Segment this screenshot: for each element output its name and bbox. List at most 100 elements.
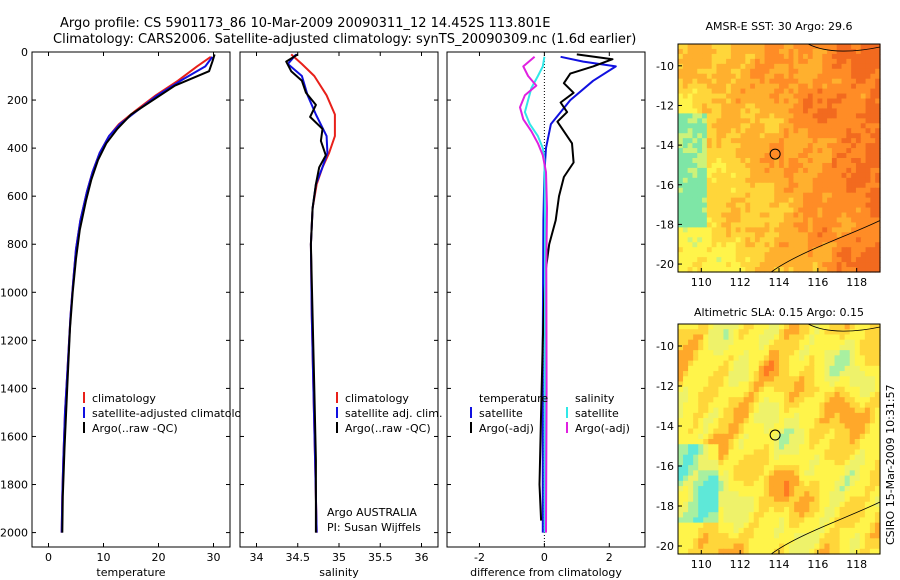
sla-map-cell bbox=[824, 454, 831, 461]
sst-map-cell bbox=[716, 88, 722, 95]
sst-map-cell bbox=[730, 262, 737, 268]
sst-map-cell bbox=[798, 58, 804, 65]
sla-map-cell bbox=[799, 486, 805, 492]
sst-map-cell bbox=[870, 153, 876, 159]
sla-map-cell bbox=[824, 428, 831, 435]
sla-map-cell bbox=[693, 449, 699, 456]
sla-map-cell bbox=[834, 486, 841, 492]
sla-map-cell bbox=[743, 512, 750, 519]
difference-series-satellite bbox=[541, 55, 617, 533]
sst-map-cell bbox=[678, 63, 684, 70]
sla-map-cell bbox=[839, 527, 846, 534]
sla-map-cell bbox=[748, 449, 755, 456]
sst-map-cell bbox=[803, 222, 809, 228]
sst-map-cell bbox=[716, 247, 722, 253]
sla-map-cell bbox=[733, 350, 740, 356]
sst-map-cell bbox=[803, 262, 809, 268]
sst-map-cell bbox=[831, 187, 838, 194]
sla-map-cell bbox=[874, 465, 881, 471]
sla-map-cell bbox=[779, 324, 785, 330]
sla-map-cell bbox=[733, 517, 740, 524]
sst-map-cell bbox=[865, 267, 871, 273]
sst-map-cell bbox=[745, 88, 751, 95]
sla-map-cell bbox=[864, 428, 871, 435]
sst-map-cell bbox=[822, 153, 828, 159]
sla-map-cell bbox=[844, 433, 851, 440]
sst-map-cell bbox=[711, 138, 718, 144]
sla-map-cell bbox=[743, 543, 750, 550]
sst-map-cell bbox=[803, 44, 809, 50]
sla-map-cell bbox=[738, 506, 745, 513]
sst-map-cell bbox=[855, 133, 862, 139]
sla-map-cell bbox=[779, 407, 785, 414]
sst-map-cell bbox=[803, 192, 809, 199]
sst-map-cell bbox=[730, 222, 737, 228]
sst-map-cell bbox=[851, 172, 857, 179]
sla-map-cell bbox=[688, 439, 694, 445]
sst-map-cell bbox=[774, 53, 780, 60]
sla-map-cell bbox=[839, 522, 846, 529]
sst-map-cell bbox=[851, 227, 857, 233]
sst-map-cell bbox=[745, 167, 751, 174]
sst-map-cell bbox=[865, 227, 871, 233]
sst-map-cell bbox=[682, 177, 689, 184]
sst-map-cell bbox=[827, 68, 833, 75]
sla-map-cell bbox=[854, 486, 861, 492]
sst-map-cell bbox=[740, 237, 746, 243]
sst-map-cell bbox=[841, 44, 847, 50]
sla-map-cell bbox=[693, 433, 699, 440]
sla-map-cell bbox=[809, 449, 815, 456]
sla-map-cell bbox=[874, 459, 881, 466]
sla-map-cell bbox=[758, 459, 765, 466]
sst-map-cell bbox=[745, 257, 751, 263]
sla-map-cell bbox=[703, 439, 709, 445]
sst-map-cell bbox=[692, 207, 698, 214]
sla-map-cell bbox=[819, 397, 826, 404]
sst-map-cell bbox=[726, 63, 732, 70]
sla-map-cell bbox=[688, 491, 694, 498]
sst-map-cell bbox=[774, 133, 780, 139]
sla-map-cell bbox=[829, 506, 836, 513]
sst-map-cell bbox=[706, 212, 713, 219]
sla-map-cell bbox=[723, 444, 730, 451]
sst-map-cell bbox=[774, 172, 780, 179]
sla-map-cell bbox=[748, 501, 755, 508]
sst-map-cell bbox=[779, 148, 785, 154]
sst-map-cell bbox=[783, 158, 790, 164]
sst-map-cell bbox=[692, 153, 698, 159]
sla-map-cell bbox=[688, 407, 694, 414]
sst-map-cell bbox=[706, 267, 713, 273]
sla-map-cell bbox=[688, 533, 694, 539]
sla-map-cell bbox=[844, 360, 851, 367]
sla-map-cell bbox=[693, 501, 699, 508]
sst-map-cell bbox=[702, 252, 708, 258]
sla-map-cell bbox=[743, 334, 750, 341]
sla-map-cell bbox=[698, 365, 704, 372]
sla-map-cell bbox=[698, 329, 704, 336]
sla-map-cell bbox=[743, 329, 750, 336]
sla-map-cell bbox=[864, 344, 871, 351]
sst-map-cell bbox=[730, 103, 737, 110]
sla-map-cell bbox=[688, 522, 694, 529]
sst-map-cell bbox=[740, 53, 746, 60]
sla-map-cell bbox=[758, 538, 765, 545]
sst-map-cell bbox=[812, 148, 819, 154]
sla-map-cell bbox=[809, 459, 815, 466]
sst-map-cell bbox=[812, 162, 819, 169]
sst-map-cell bbox=[865, 182, 871, 189]
sst-map-cell bbox=[692, 162, 698, 169]
sla-map-cell bbox=[698, 496, 704, 503]
sst-map-cell bbox=[774, 202, 780, 209]
sst-map-cell bbox=[750, 237, 756, 243]
sst-map-cell bbox=[692, 53, 698, 60]
sst-map-cell bbox=[831, 108, 838, 114]
sst-map-cell bbox=[788, 207, 795, 214]
sla-map-cell bbox=[683, 360, 689, 367]
sst-map-cell bbox=[711, 108, 718, 114]
sla-map-cell bbox=[683, 475, 689, 482]
sst-map-cell bbox=[730, 98, 737, 105]
sla-map-cell bbox=[849, 444, 856, 451]
sst-map-cell bbox=[788, 143, 795, 149]
sla-map-cell bbox=[683, 486, 689, 492]
sla-map-cell bbox=[859, 543, 866, 550]
